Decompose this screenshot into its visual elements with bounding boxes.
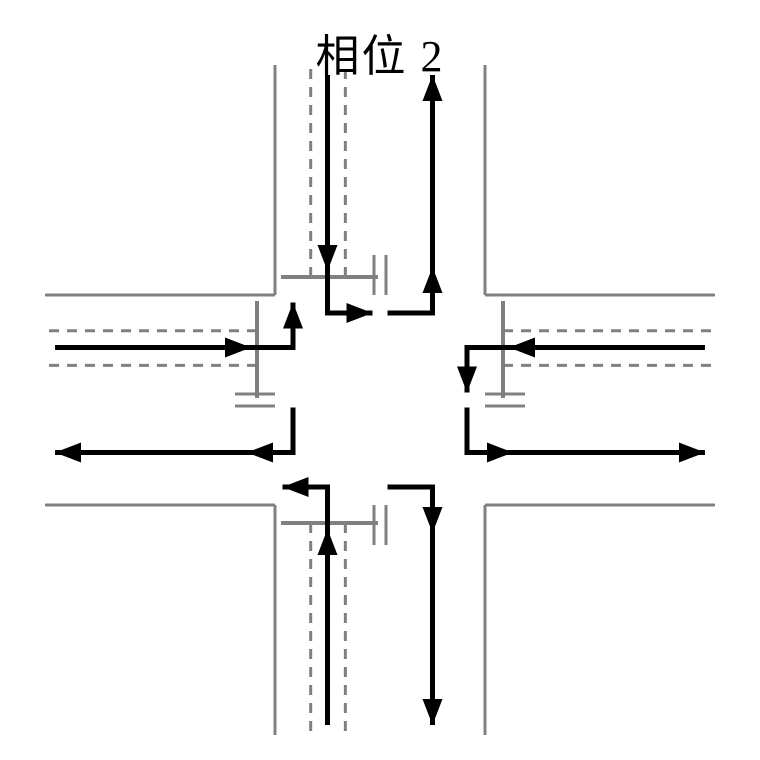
arrow-merge-s [388, 487, 433, 533]
arrow-merge-e [467, 408, 513, 453]
page-title: 相位 2 [0, 20, 760, 84]
intersection-diagram [0, 0, 760, 760]
arrow-merge-w [247, 408, 293, 453]
arrow-merge-n [388, 267, 433, 313]
